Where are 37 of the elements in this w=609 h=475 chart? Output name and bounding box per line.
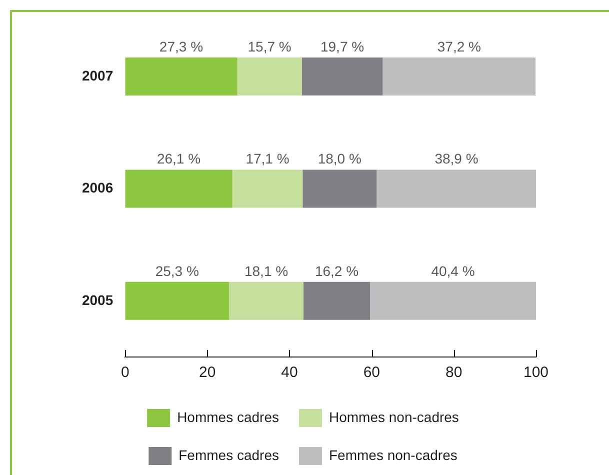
legend-label: Hommes non-cadres bbox=[328, 408, 459, 425]
data-label: 25,3 % bbox=[155, 262, 199, 279]
bar bbox=[303, 282, 370, 320]
y-tick-label: 2007 bbox=[82, 67, 114, 84]
x-tick-label: 20 bbox=[198, 364, 216, 382]
data-label: 26,1 % bbox=[156, 150, 201, 167]
data-label: 18,1 % bbox=[244, 262, 288, 279]
bar bbox=[302, 170, 377, 208]
x-tick-label: 0 bbox=[120, 364, 130, 382]
data-label: 40,4 % bbox=[431, 262, 475, 279]
y-tick-label: 2005 bbox=[82, 292, 114, 308]
data-label: 19,7 % bbox=[320, 38, 364, 54]
bar bbox=[125, 170, 232, 208]
legend-label: Femmes cadres bbox=[178, 446, 279, 463]
legend-label: Hommes cadres bbox=[177, 408, 279, 425]
legend-label: Femmes non-cadres bbox=[328, 446, 458, 463]
data-label: 16,2 % bbox=[314, 262, 359, 279]
data-label: 17,1 % bbox=[246, 150, 290, 167]
data-label: 38,9 % bbox=[434, 150, 478, 167]
bar bbox=[229, 282, 304, 320]
bar bbox=[237, 58, 302, 96]
bar bbox=[232, 170, 303, 208]
bar bbox=[370, 282, 536, 320]
data-label: 37,2 % bbox=[437, 38, 481, 54]
bar bbox=[125, 282, 230, 320]
x-tick-label: 60 bbox=[363, 364, 380, 382]
bar bbox=[125, 58, 238, 96]
bar bbox=[376, 170, 536, 208]
data-label: 18,0 % bbox=[318, 150, 362, 167]
x-tick-label: 100 bbox=[523, 364, 549, 382]
x-tick-label: 40 bbox=[281, 364, 298, 382]
data-label: 27,3 % bbox=[159, 38, 204, 54]
bar bbox=[382, 58, 536, 96]
x-tick-label: 80 bbox=[445, 364, 462, 382]
y-tick-label: 2006 bbox=[82, 180, 114, 196]
data-label: 15,7 % bbox=[248, 38, 292, 54]
bar bbox=[302, 58, 383, 96]
